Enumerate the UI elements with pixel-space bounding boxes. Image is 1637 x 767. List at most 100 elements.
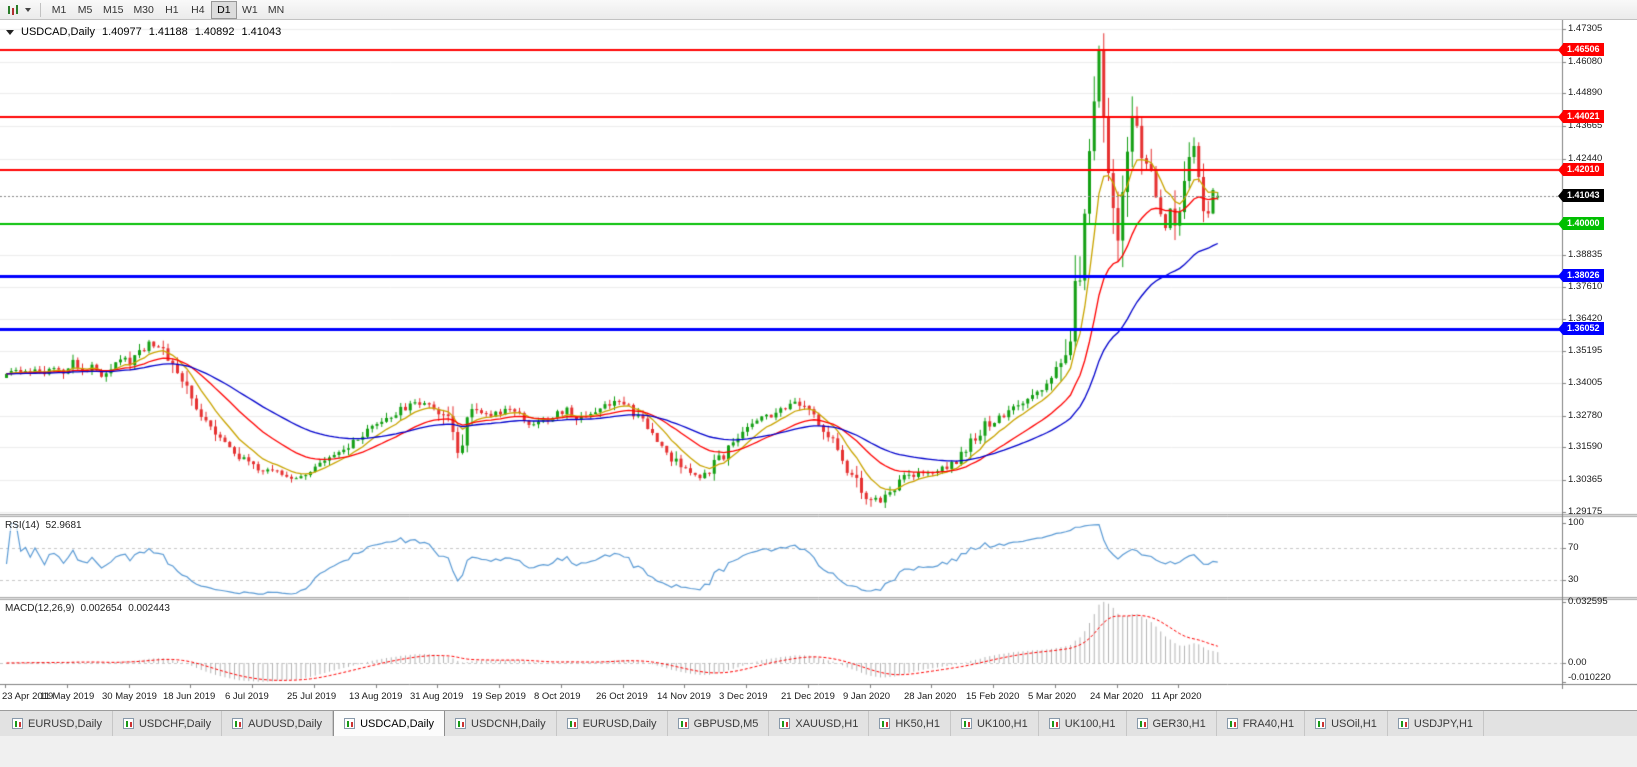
tab-label: USDCAD,Daily <box>360 717 435 730</box>
chart-type-button[interactable] <box>3 3 35 17</box>
tab-label: UK100,H1 <box>1064 717 1116 730</box>
rsi-indicator-label: RSI(14) 52.9681 <box>5 520 82 531</box>
timeframe-button-m30[interactable]: M30 <box>133 3 154 16</box>
tab-label: UK100,H1 <box>976 717 1028 730</box>
chart-icon <box>779 718 791 729</box>
chart-icon <box>12 718 23 729</box>
timeframe-button-m5[interactable]: M5 <box>77 3 93 16</box>
price-axis-label: 1.36420 <box>1568 313 1603 324</box>
open-value: 1.40977 <box>101 26 142 38</box>
date-axis-label: 18 Jun 2019 <box>163 691 216 702</box>
timeframe-button-h1[interactable]: H1 <box>165 3 179 16</box>
date-axis-label: 26 Oct 2019 <box>596 691 648 702</box>
price-line-tag: 1.36052 <box>1558 322 1604 335</box>
tab-label: GBPUSD,M5 <box>693 717 759 730</box>
macd-value: 0.002654 <box>80 603 123 614</box>
timeframe-button-d1[interactable]: D1 <box>210 0 237 19</box>
price-axis-label: 1.34005 <box>1568 377 1603 388</box>
chart-tab-uk100-h1[interactable]: UK100,H1 <box>951 711 1039 736</box>
macd-axis-label: 0.032595 <box>1568 596 1608 607</box>
rsi-name: RSI(14) <box>5 520 40 531</box>
tag-arrow-icon <box>1558 43 1563 56</box>
tag-value: 1.41043 <box>1567 190 1600 200</box>
chart-tab-uk100-h1[interactable]: UK100,H1 <box>1039 711 1127 736</box>
chart-tab-eurusd-daily[interactable]: EURUSD,Daily <box>557 711 668 736</box>
chart-icon <box>1136 718 1148 729</box>
price-axis-label: 1.44890 <box>1568 87 1603 98</box>
chart-tab-gbpusd-m5[interactable]: GBPUSD,M5 <box>668 711 770 736</box>
date-axis-label: 11 May 2019 <box>40 691 95 702</box>
current-price-tag: 1.41043 <box>1558 189 1604 202</box>
chart-tab-eurusd-daily[interactable]: EURUSD,Daily <box>2 711 113 736</box>
price-axis-label: 1.46080 <box>1568 56 1603 67</box>
macd-signal-value: 0.002443 <box>128 603 170 614</box>
timeframe-button-m15[interactable]: M15 <box>103 3 124 16</box>
dropdown-caret-icon <box>25 7 31 12</box>
date-axis-label: 23 Apr 2019 <box>2 691 54 702</box>
chart-icon <box>232 718 244 729</box>
price-axis-label: 1.35195 <box>1568 345 1603 356</box>
chart-tab-audusd-daily[interactable]: AUDUSD,Daily <box>222 711 334 736</box>
macd-axis-label: 0.00 <box>1568 657 1587 668</box>
chart-tab-usdcad-daily[interactable]: USDCAD,Daily <box>333 711 446 736</box>
date-axis-label: 5 Mar 2020 <box>1028 691 1077 702</box>
chart-tab-fra40-h1[interactable]: FRA40,H1 <box>1217 711 1306 736</box>
tag-arrow-icon <box>1558 322 1563 335</box>
chart-icon <box>1397 718 1409 729</box>
rsi-axis-label: 70 <box>1568 542 1579 553</box>
tab-label: XAUUSD,H1 <box>795 717 859 730</box>
timeframe-button-h4[interactable]: H4 <box>191 3 205 16</box>
chart-tab-xauusd-h1[interactable]: XAUUSD,H1 <box>769 711 870 736</box>
price-line-tag: 1.42010 <box>1558 163 1604 176</box>
date-axis-label: 3 Dec 2019 <box>719 691 768 702</box>
date-axis-label: 8 Oct 2019 <box>534 691 581 702</box>
date-axis-label: 15 Feb 2020 <box>966 691 1020 702</box>
price-axis-label: 1.37610 <box>1568 281 1603 292</box>
chart-tab-ger30-h1[interactable]: GER30,H1 <box>1127 711 1217 736</box>
tag-value: 1.46506 <box>1567 44 1600 54</box>
tag-arrow-icon <box>1558 110 1563 123</box>
chart-tab-usdcnh-daily[interactable]: USDCNH,Daily <box>445 711 557 736</box>
chart-tab-usoil-h1[interactable]: USOil,H1 <box>1305 711 1388 736</box>
timeframe-button-m1[interactable]: M1 <box>51 3 67 16</box>
timeframe-button-mn[interactable]: MN <box>267 3 285 16</box>
chart-tab-usdchf-daily[interactable]: USDCHF,Daily <box>113 711 223 736</box>
symbol-period-label: USDCAD,Daily <box>21 26 95 38</box>
status-bar <box>0 736 1637 767</box>
chart-icon <box>566 718 578 729</box>
high-value: 1.41188 <box>148 26 188 38</box>
date-axis-label: 21 Dec 2019 <box>781 691 835 702</box>
date-axis-label: 6 Jul 2019 <box>225 691 269 702</box>
date-axis-label: 13 Aug 2019 <box>349 691 403 702</box>
date-axis-label: 31 Aug 2019 <box>410 691 464 702</box>
price-axis-label: 1.32780 <box>1568 410 1603 421</box>
date-axis-label: 28 Jan 2020 <box>904 691 957 702</box>
tab-label: EURUSD,Daily <box>582 717 657 730</box>
price-chart-canvas[interactable] <box>0 20 1637 710</box>
price-axis-label: 1.43665 <box>1568 120 1603 131</box>
chart-icon <box>879 718 891 729</box>
chart-tab-usdjpy-h1[interactable]: USDJPY,H1 <box>1388 711 1485 736</box>
chart-icon <box>122 718 134 729</box>
collapse-icon[interactable] <box>6 29 14 35</box>
candlestick-chart-icon <box>8 4 18 15</box>
date-axis-label: 25 Jul 2019 <box>287 691 337 702</box>
price-axis-label: 1.47305 <box>1568 23 1603 34</box>
price-axis-label: 1.29175 <box>1568 506 1603 517</box>
timeframe-button-w1[interactable]: W1 <box>242 3 258 16</box>
price-line-tag: 1.40000 <box>1558 217 1604 230</box>
tag-value: 1.40000 <box>1567 218 1600 228</box>
tab-label: GER30,H1 <box>1152 717 1206 730</box>
tag-arrow-icon <box>1558 189 1563 202</box>
chart-tab-hk50-h1[interactable]: HK50,H1 <box>869 711 951 736</box>
chart-icon <box>1226 718 1238 729</box>
rsi-value: 52.9681 <box>45 520 82 531</box>
chart-icon <box>455 718 467 729</box>
date-axis-label: 9 Jan 2020 <box>843 691 891 702</box>
chart-title: USDCAD,Daily 1.40977 1.41188 1.40892 1.4… <box>6 26 281 38</box>
price-line-tag: 1.46506 <box>1558 43 1604 56</box>
chart-icon <box>344 718 356 729</box>
tab-label: USDCNH,Daily <box>471 717 546 730</box>
date-axis-label: 30 May 2019 <box>102 691 157 702</box>
date-axis-label: 11 Apr 2020 <box>1151 691 1202 702</box>
